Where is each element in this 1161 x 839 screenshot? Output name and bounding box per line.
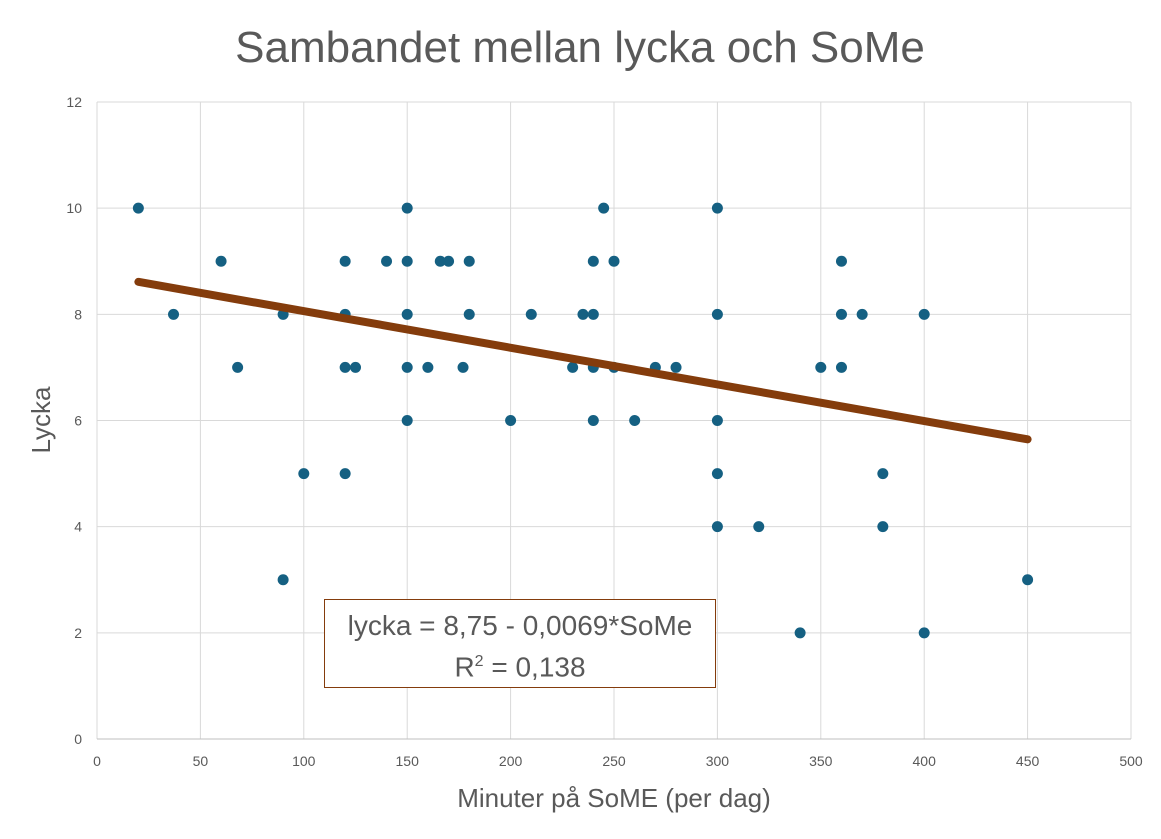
- data-point: [401, 308, 413, 320]
- x-tick-label: 0: [93, 753, 101, 769]
- y-tick-label: 12: [66, 94, 82, 110]
- x-tick-label: 250: [602, 753, 626, 769]
- data-point: [339, 361, 351, 373]
- data-point: [835, 255, 847, 267]
- data-point: [463, 308, 475, 320]
- data-point: [401, 415, 413, 426]
- data-point: [711, 202, 723, 214]
- data-point: [587, 255, 599, 267]
- x-tick-label: 150: [396, 753, 420, 769]
- data-point: [401, 361, 413, 373]
- x-tick-label: 350: [809, 753, 833, 769]
- r-squared-exponent: 2: [474, 653, 484, 670]
- data-point: [567, 361, 579, 373]
- x-axis-label: Minuter på SoME (per dag): [457, 783, 771, 813]
- y-tick-label: 0: [74, 731, 82, 747]
- y-tick-label: 6: [74, 413, 82, 429]
- data-point: [505, 415, 517, 426]
- data-point: [835, 308, 847, 320]
- data-point: [670, 361, 682, 373]
- data-point: [401, 255, 413, 267]
- data-point: [587, 308, 599, 320]
- data-point: [815, 361, 827, 373]
- y-tick-label: 10: [66, 200, 82, 216]
- data-point: [877, 468, 889, 480]
- x-tick-label: 450: [1016, 753, 1040, 769]
- data-point: [1022, 574, 1034, 586]
- data-point: [339, 468, 351, 480]
- data-point: [629, 415, 641, 426]
- data-point: [232, 361, 244, 373]
- x-tick-label: 200: [499, 753, 523, 769]
- data-point: [587, 415, 599, 426]
- x-tick-label: 50: [193, 753, 209, 769]
- data-point: [835, 361, 847, 373]
- y-tick-label: 4: [74, 519, 82, 535]
- data-point: [753, 521, 765, 533]
- y-tick-label: 8: [74, 306, 82, 322]
- data-point: [711, 415, 723, 426]
- data-point: [711, 521, 723, 533]
- x-tick-label: 100: [292, 753, 316, 769]
- data-point: [918, 308, 930, 320]
- data-point: [401, 202, 413, 214]
- x-tick-label: 400: [913, 753, 937, 769]
- data-point: [856, 308, 868, 320]
- data-point: [443, 255, 455, 267]
- data-point: [434, 255, 446, 267]
- r-squared: R2 = 0,138: [325, 644, 715, 685]
- data-point: [711, 308, 723, 320]
- data-point: [608, 255, 620, 267]
- x-tick-label: 300: [706, 753, 730, 769]
- regression-equation: lycka = 8,75 - 0,0069*SoMe: [347, 610, 693, 641]
- r-squared-label: R: [454, 651, 475, 683]
- data-point: [168, 308, 180, 320]
- y-axis-label: Lycka: [26, 386, 56, 453]
- data-point: [877, 521, 889, 533]
- data-point: [277, 574, 289, 586]
- data-point: [350, 361, 361, 373]
- data-point: [918, 627, 930, 639]
- x-tick-label: 500: [1119, 753, 1143, 769]
- chart-title: Sambandet mellan lycka och SoMe: [235, 23, 925, 72]
- regression-equation-box: lycka = 8,75 - 0,0069*SoMe R2 = 0,138: [324, 599, 716, 688]
- r-squared-value: = 0,138: [483, 651, 586, 683]
- data-point: [132, 202, 144, 214]
- data-point: [577, 308, 589, 320]
- data-point: [339, 255, 351, 267]
- data-point: [711, 468, 723, 480]
- data-point: [215, 255, 227, 267]
- data-point: [463, 255, 475, 267]
- data-point: [457, 361, 469, 373]
- data-point: [422, 361, 434, 373]
- data-point: [794, 627, 806, 639]
- data-point: [525, 308, 537, 320]
- data-point: [598, 202, 610, 214]
- data-point: [381, 255, 393, 267]
- trendline: [134, 277, 1032, 444]
- data-point: [298, 468, 310, 480]
- y-tick-label: 2: [74, 625, 82, 641]
